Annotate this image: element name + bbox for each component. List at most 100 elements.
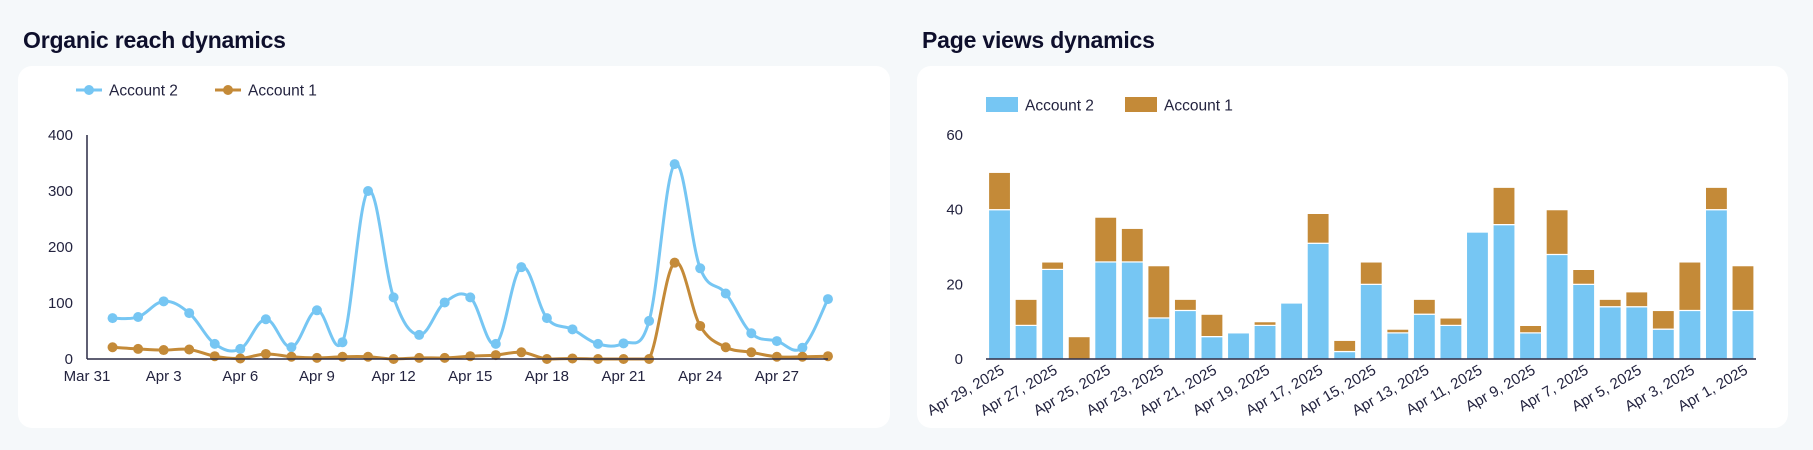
data-point-account-2[interactable]	[797, 342, 808, 353]
bar-stack[interactable]	[1173, 298, 1198, 360]
data-point-account-2[interactable]	[720, 288, 731, 299]
data-point-account-2[interactable]	[337, 337, 348, 348]
data-point-account-1[interactable]	[107, 342, 118, 353]
bar-segment-account-1[interactable]	[1041, 261, 1065, 271]
bar-segment-account-2[interactable]	[1439, 324, 1463, 360]
data-point-account-2[interactable]	[388, 292, 399, 303]
bar-stack[interactable]	[1704, 186, 1729, 360]
data-point-account-2[interactable]	[669, 159, 680, 170]
bar-stack[interactable]	[1067, 336, 1091, 360]
data-point-account-2[interactable]	[695, 263, 706, 274]
bar-segment-account-1[interactable]	[1651, 309, 1675, 330]
data-point-account-2[interactable]	[618, 338, 629, 349]
bar-stack[interactable]	[1492, 186, 1516, 360]
data-point-account-2[interactable]	[516, 262, 527, 273]
data-point-account-1[interactable]	[439, 352, 450, 363]
bar-stack[interactable]	[1572, 268, 1596, 360]
data-point-account-2[interactable]	[490, 338, 501, 349]
data-point-account-1[interactable]	[311, 352, 322, 363]
bar-segment-account-2[interactable]	[1704, 209, 1729, 360]
data-point-account-1[interactable]	[260, 348, 271, 359]
data-point-account-2[interactable]	[184, 308, 195, 319]
bar-segment-account-2[interactable]	[1333, 350, 1357, 360]
bar-segment-account-1[interactable]	[1731, 265, 1755, 312]
bar-segment-account-2[interactable]	[1120, 261, 1144, 360]
bar-stack[interactable]	[1279, 302, 1304, 360]
bar-segment-account-2[interactable]	[1014, 324, 1038, 360]
bar-segment-account-1[interactable]	[1359, 261, 1383, 285]
bar-stack[interactable]	[1412, 298, 1436, 360]
data-point-account-2[interactable]	[209, 338, 220, 349]
bar-segment-account-2[interactable]	[1545, 253, 1569, 360]
bar-stack[interactable]	[1253, 321, 1277, 360]
bar-stack[interactable]	[1598, 298, 1622, 360]
data-point-account-2[interactable]	[822, 294, 833, 305]
data-point-account-1[interactable]	[771, 351, 782, 362]
bar-stack[interactable]	[987, 171, 1012, 360]
bar-segment-account-2[interactable]	[1306, 242, 1330, 360]
data-point-account-2[interactable]	[363, 186, 374, 196]
bar-segment-account-1[interactable]	[1306, 212, 1330, 244]
bar-segment-account-1[interactable]	[1200, 313, 1224, 338]
bar-stack[interactable]	[1359, 261, 1383, 360]
bar-stack[interactable]	[1147, 265, 1171, 360]
bar-segment-account-2[interactable]	[1041, 268, 1065, 360]
bar-stack[interactable]	[1014, 298, 1038, 360]
bar-stack[interactable]	[1120, 227, 1144, 360]
bar-stack[interactable]	[1731, 265, 1755, 360]
bar-segment-account-2[interactable]	[1731, 309, 1755, 360]
legend-item-account-1[interactable]: Account 1	[215, 83, 317, 100]
bar-segment-account-2[interactable]	[1279, 302, 1304, 360]
bar-segment-account-2[interactable]	[1173, 309, 1198, 360]
bar-segment-account-1[interactable]	[1572, 268, 1596, 285]
bar-stack[interactable]	[1518, 324, 1543, 360]
bar-segment-account-2[interactable]	[1200, 336, 1224, 360]
bar-stack[interactable]	[1625, 291, 1649, 360]
data-point-account-1[interactable]	[363, 351, 374, 362]
data-point-account-2[interactable]	[107, 313, 118, 324]
data-point-account-2[interactable]	[593, 338, 603, 349]
data-point-account-2[interactable]	[746, 328, 757, 339]
bar-segment-account-2[interactable]	[1386, 332, 1410, 360]
bar-segment-account-2[interactable]	[1094, 261, 1118, 360]
bar-segment-account-1[interactable]	[1253, 321, 1277, 327]
bar-segment-account-2[interactable]	[987, 209, 1012, 360]
bar-segment-account-1[interactable]	[1598, 298, 1622, 308]
bar-segment-account-1[interactable]	[1067, 336, 1091, 360]
data-point-account-1[interactable]	[516, 347, 527, 358]
bar-segment-account-1[interactable]	[1545, 209, 1569, 256]
data-point-account-2[interactable]	[133, 312, 144, 322]
data-point-account-2[interactable]	[260, 314, 271, 325]
bar-segment-account-2[interactable]	[1147, 317, 1171, 360]
bar-stack[interactable]	[1465, 231, 1490, 360]
data-point-account-1[interactable]	[695, 320, 706, 331]
data-point-account-2[interactable]	[235, 343, 246, 354]
bar-segment-account-2[interactable]	[1412, 313, 1436, 360]
legend-item-account-2[interactable]: Account 2	[76, 83, 178, 100]
bar-segment-account-1[interactable]	[1704, 186, 1729, 211]
bar-segment-account-1[interactable]	[1014, 298, 1038, 326]
bar-segment-account-1[interactable]	[1492, 186, 1516, 226]
bar-segment-account-2[interactable]	[1651, 328, 1675, 360]
data-point-account-1[interactable]	[669, 257, 680, 268]
data-point-account-2[interactable]	[644, 315, 655, 326]
bar-segment-account-2[interactable]	[1359, 283, 1383, 360]
bar-stack[interactable]	[1386, 328, 1410, 360]
data-point-account-2[interactable]	[771, 336, 782, 347]
bar-stack[interactable]	[1439, 317, 1463, 360]
legend-item-account-1[interactable]: Account 1	[1125, 97, 1233, 115]
data-point-account-1[interactable]	[720, 342, 731, 353]
bar-segment-account-1[interactable]	[987, 171, 1012, 211]
bar-stack[interactable]	[1041, 261, 1065, 360]
data-point-account-1[interactable]	[133, 343, 144, 354]
bar-segment-account-2[interactable]	[1253, 324, 1277, 360]
bar-stack[interactable]	[1094, 216, 1118, 360]
legend-item-account-2[interactable]: Account 2	[986, 97, 1094, 115]
bar-segment-account-1[interactable]	[1333, 339, 1357, 353]
data-point-account-1[interactable]	[746, 347, 757, 358]
bar-segment-account-1[interactable]	[1412, 298, 1436, 315]
data-point-account-2[interactable]	[439, 297, 450, 308]
data-point-account-2[interactable]	[158, 296, 169, 307]
bar-segment-account-1[interactable]	[1120, 227, 1144, 263]
bar-segment-account-2[interactable]	[1492, 224, 1516, 360]
